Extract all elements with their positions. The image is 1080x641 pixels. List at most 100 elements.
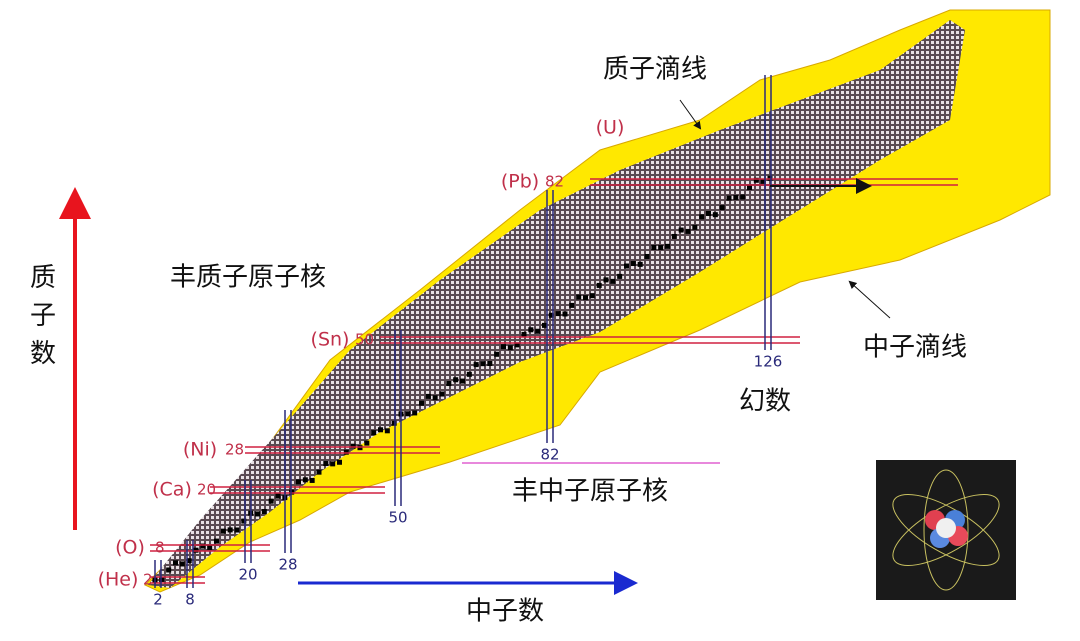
stable-dot	[371, 430, 377, 436]
stable-dot	[753, 177, 759, 183]
stable-dot	[555, 311, 561, 317]
neutron-magic-number: 126	[754, 353, 783, 371]
neutron-rich: 丰中子原子核	[512, 477, 668, 507]
stable-dot	[583, 295, 588, 301]
stable-dot	[637, 261, 643, 267]
stable-dot	[760, 178, 766, 184]
stable-dot	[671, 233, 677, 239]
stable-dot	[179, 561, 185, 567]
stable-dot	[275, 493, 281, 499]
stable-dot	[630, 261, 636, 267]
stable-dot	[220, 528, 226, 534]
proton-magic-number: 50	[355, 331, 374, 349]
magic-numbers: 幻数	[739, 387, 791, 417]
stable-dot	[255, 511, 260, 517]
atom-image	[876, 460, 1016, 600]
proton-rich: 丰质子原子核	[170, 263, 326, 293]
stable-dot	[173, 560, 178, 566]
stable-dot	[569, 302, 575, 308]
proton-magic-number: 82	[545, 173, 564, 191]
stable-dot	[658, 245, 664, 251]
stable-dot	[603, 277, 609, 283]
stable-dot	[309, 477, 315, 483]
neutron-magic-number: 2	[153, 591, 163, 609]
stable-dot	[460, 378, 465, 384]
stable-dot	[706, 210, 711, 216]
stable-dot	[268, 498, 274, 504]
stable-dot	[439, 391, 445, 397]
element-label: (U)	[596, 117, 625, 139]
stable-dot	[542, 322, 547, 328]
stable-dot	[432, 395, 438, 401]
stable-dot	[487, 360, 493, 366]
stable-dot	[323, 461, 329, 467]
stable-dot	[159, 576, 165, 582]
stable-dot	[514, 342, 520, 348]
stable-dot	[521, 331, 527, 337]
stable-dot	[364, 440, 370, 446]
stable-dot	[494, 351, 500, 357]
stable-dot	[350, 443, 356, 449]
stable-dot	[419, 400, 424, 406]
stable-dot	[740, 194, 746, 200]
stable-dot	[535, 328, 541, 334]
stable-dot	[186, 558, 192, 564]
stable-dot	[241, 518, 247, 524]
proton-magic-number: 20	[197, 481, 216, 499]
element-label: (O)	[115, 537, 145, 559]
pointer	[848, 280, 891, 319]
stable-dot	[473, 362, 479, 368]
element-label: (Ca)	[152, 479, 192, 501]
stable-dot	[405, 411, 411, 417]
stable-dot	[193, 547, 199, 553]
stable-dot	[726, 195, 732, 201]
stable-nuclei	[152, 175, 773, 583]
stable-dot	[501, 344, 506, 350]
axis-label: 质子数	[26, 263, 56, 377]
neutron-magic-number: 28	[278, 556, 297, 574]
element-label: (Ni)	[183, 439, 217, 461]
proton-magic-number: 2	[143, 571, 153, 589]
stable-dot	[296, 479, 301, 485]
stable-dot	[302, 477, 308, 483]
stable-dot	[548, 312, 554, 318]
stable-dot	[562, 311, 568, 317]
stable-dot	[425, 393, 431, 399]
stable-dot	[343, 449, 349, 455]
element-label: (Sn)	[311, 329, 350, 351]
stable-dot	[665, 243, 670, 249]
stable-dot	[166, 567, 172, 573]
stable-dot	[699, 214, 705, 220]
element-label: (Pb)	[501, 171, 539, 193]
stable-dot	[685, 228, 691, 234]
stable-dot	[446, 381, 452, 387]
stable-dot	[528, 327, 534, 333]
element-label: (He)	[98, 569, 139, 591]
stable-dot	[337, 459, 342, 465]
stable-dot	[207, 544, 213, 550]
proton-magic-number: 8	[155, 539, 165, 557]
stable-dot	[384, 428, 390, 434]
stable-dot	[200, 543, 206, 549]
stable-dot	[644, 253, 650, 259]
stable-dot	[678, 227, 684, 233]
stable-dot	[507, 345, 513, 351]
stable-dot	[576, 294, 582, 300]
pointer	[679, 99, 702, 130]
stable-dot	[466, 371, 472, 377]
neutron-magic-number: 50	[388, 509, 407, 527]
proton-drip-line: 质子滴线	[603, 55, 707, 85]
stable-dot	[234, 527, 240, 533]
stable-dot	[651, 245, 657, 251]
stable-dot	[733, 194, 739, 200]
stable-dot	[692, 224, 698, 230]
neutron-magic-number: 8	[185, 591, 195, 609]
stable-dot	[316, 469, 322, 475]
stable-dot	[391, 420, 397, 426]
stable-dot	[617, 273, 623, 279]
stable-dot	[712, 212, 718, 218]
stable-dot	[767, 175, 773, 181]
stable-dot	[453, 377, 459, 383]
stable-dot	[378, 427, 383, 433]
stable-dot	[480, 361, 486, 367]
